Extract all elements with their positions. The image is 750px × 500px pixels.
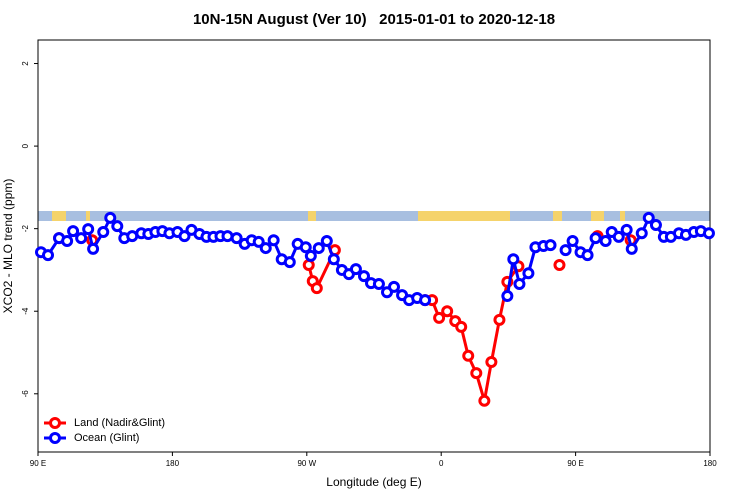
data-point — [283, 256, 296, 269]
data-point — [267, 234, 280, 247]
data-point — [310, 282, 323, 295]
data-point — [485, 356, 498, 369]
data-point — [302, 258, 315, 271]
data-point — [478, 394, 491, 407]
data-point — [304, 249, 317, 262]
data-point — [441, 305, 454, 318]
legend-marker — [49, 432, 61, 444]
x-tick-label: 90 E — [567, 459, 583, 468]
x-tick-label: 180 — [166, 459, 180, 468]
data-point — [649, 218, 662, 231]
y-tick-label: -4 — [21, 307, 30, 315]
data-point — [320, 235, 333, 248]
data-point — [67, 225, 80, 238]
x-tick-label: 90 W — [297, 459, 316, 468]
land-mask-strip — [38, 211, 710, 221]
data-point — [372, 277, 385, 290]
y-tick-label: 2 — [21, 61, 30, 66]
data-point — [230, 232, 243, 245]
data-point — [625, 242, 638, 255]
data-point — [522, 267, 535, 280]
y-tick-label: 0 — [21, 143, 30, 148]
legend-item: Land (Nadir&Glint) — [44, 417, 165, 429]
data-point — [75, 232, 88, 245]
chart-title: 10N-15N August (Ver 10) 2015-01-01 to 20… — [193, 11, 555, 28]
y-tick-label: -6 — [21, 390, 30, 398]
legend-marker — [49, 417, 61, 429]
data-point — [702, 227, 715, 240]
plot-frame — [37, 39, 711, 453]
data-point — [221, 230, 234, 243]
data-point — [581, 249, 594, 262]
data-point — [433, 311, 446, 324]
legend-label: Land (Nadir&Glint) — [74, 417, 165, 429]
data-point — [42, 249, 55, 262]
data-point — [357, 270, 370, 283]
data-point — [612, 230, 625, 243]
data-point — [259, 242, 272, 255]
data-point — [620, 223, 633, 236]
y-tick-label: -2 — [21, 225, 30, 233]
data-point — [544, 239, 557, 252]
data-point — [104, 211, 117, 224]
data-point — [327, 253, 340, 266]
data-point — [82, 223, 95, 236]
data-point — [111, 220, 124, 233]
x-tick-label: 90 E — [30, 459, 46, 468]
data-point — [97, 225, 110, 238]
data-point — [589, 232, 602, 245]
x-tick-label: 0 — [439, 459, 444, 468]
legend-label: Ocean (Glint) — [74, 432, 139, 444]
data-point — [312, 242, 325, 255]
data-point — [462, 349, 475, 362]
data-point — [299, 241, 312, 254]
data-point — [178, 230, 191, 243]
x-axis-label: Longitude (deg E) — [326, 475, 421, 489]
data-point — [419, 294, 432, 307]
data-point — [553, 258, 566, 271]
data-point — [559, 244, 572, 257]
data-point — [635, 227, 648, 240]
data-point — [87, 242, 100, 255]
data-point — [470, 367, 483, 380]
data-point — [513, 277, 526, 290]
y-axis-label: XCO2 - MLO trend (ppm) — [1, 179, 15, 314]
data-point — [507, 253, 520, 266]
data-point — [642, 211, 655, 224]
data-point — [455, 320, 468, 333]
data-point — [599, 235, 612, 248]
data-point — [61, 235, 74, 248]
data-point — [349, 263, 362, 276]
data-point — [501, 289, 514, 302]
data-point — [388, 280, 401, 293]
data-point — [566, 235, 579, 248]
legend-item: Ocean (Glint) — [44, 432, 139, 444]
x-tick-label: 180 — [703, 459, 717, 468]
data-point — [493, 313, 506, 326]
data-point — [252, 235, 265, 248]
